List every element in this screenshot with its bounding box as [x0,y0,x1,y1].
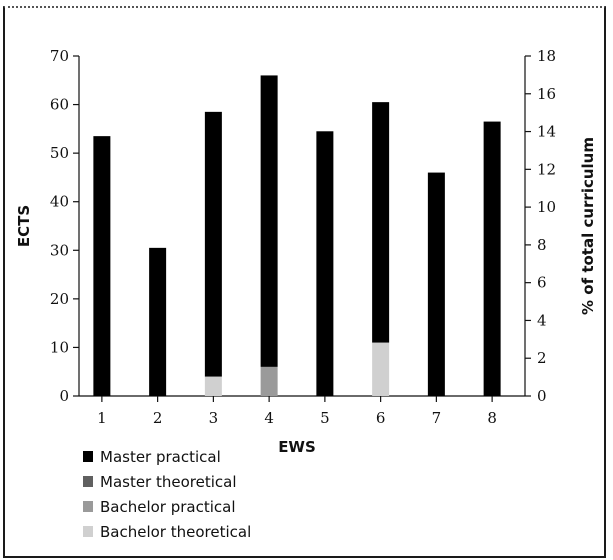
legend-label: Bachelor practical [100,498,236,516]
bar-bachelor-theoretical [372,342,390,396]
y-tick-label-left: 10 [50,338,69,356]
y-tick-label-right: 0 [537,387,547,405]
y-tick-label-right: 8 [537,236,547,254]
x-tick-label: 4 [264,409,274,427]
x-axis-title: EWS [278,438,316,456]
bar-master-practical [149,247,167,396]
y-tick-label-left: 50 [50,144,69,162]
y-axis-title-right: % of total curriculum [579,137,597,315]
legend-swatch [83,501,93,512]
legend-swatch [83,476,93,487]
y-tick-label-left: 40 [50,193,69,211]
y-tick-label-right: 18 [537,47,556,65]
y-tick-label-left: 30 [50,241,69,259]
bar-master-practical [93,136,111,396]
x-tick-label: 7 [432,409,442,427]
y-tick-label-right: 14 [537,123,556,141]
bar-bachelor-theoretical [204,376,222,396]
x-tick-label: 3 [209,409,219,427]
y-tick-label-right: 10 [537,198,556,216]
y-tick-label-left: 0 [59,387,69,405]
bar-master-practical [372,102,390,343]
y-tick-label-left: 20 [50,290,69,308]
legend-swatch [83,451,93,462]
x-tick-label: 5 [320,409,330,427]
bar-master-practical [260,75,278,367]
x-tick-label: 2 [153,409,163,427]
chart-frame [3,6,606,558]
y-tick-label-right: 2 [537,349,547,367]
y-tick-label-right: 16 [537,85,556,103]
bar-master-practical [204,111,222,377]
y-tick-label-left: 60 [50,96,69,114]
bar-master-practical [316,131,334,397]
bar-master-practical [427,172,445,396]
legend-label: Master practical [100,448,221,466]
y-axis-title-left: ECTS [15,205,33,247]
x-tick-label: 6 [376,409,386,427]
y-tick-label-right: 12 [537,160,556,178]
x-tick-label: 8 [487,409,497,427]
x-tick-label: 1 [97,409,107,427]
legend-swatch [83,526,93,537]
y-tick-label-right: 4 [537,311,547,329]
y-tick-label-left: 70 [50,47,69,65]
legend-label: Master theoretical [100,473,237,491]
bar-bachelor-practical [260,366,278,396]
bar-master-practical [483,121,501,397]
legend-label: Bachelor theoretical [100,523,251,541]
y-tick-label-right: 6 [537,274,547,292]
